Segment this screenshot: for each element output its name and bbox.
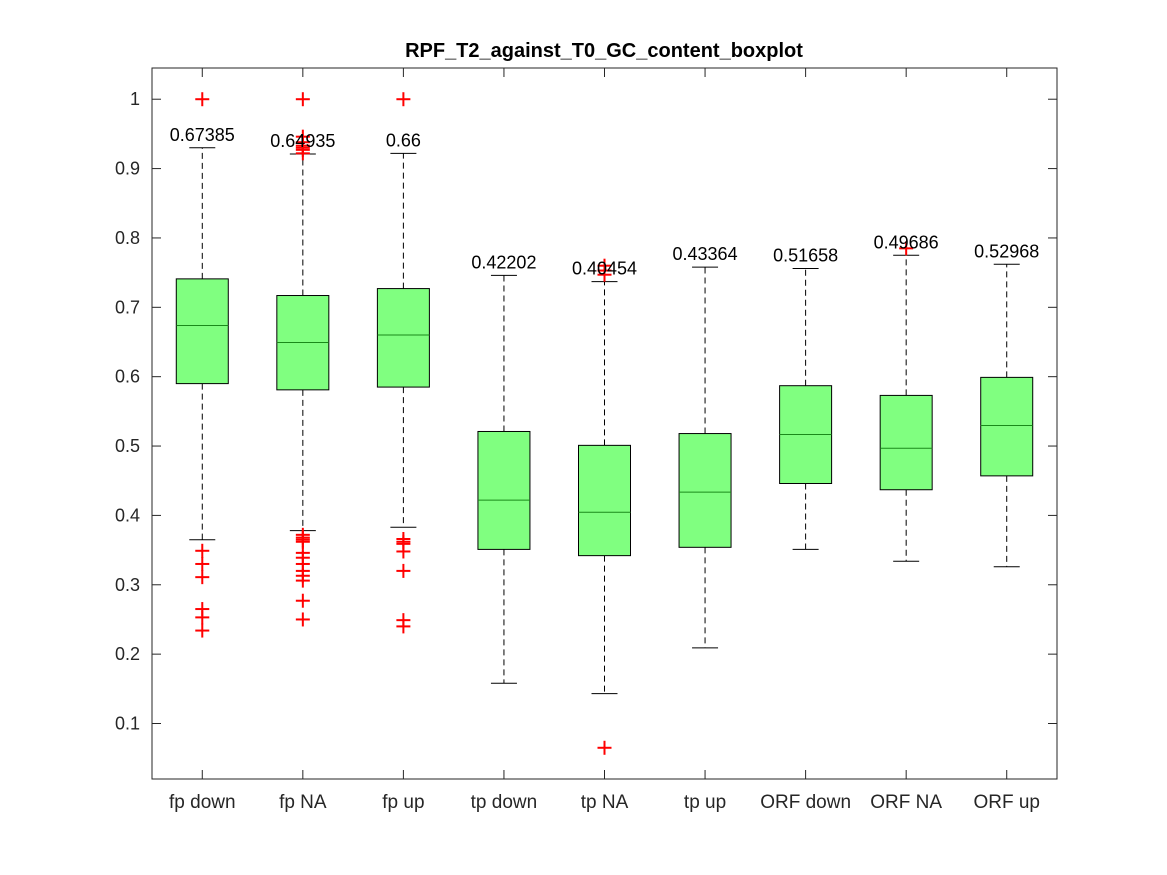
outlier-marker xyxy=(396,544,411,559)
y-tick-label: 0.9 xyxy=(115,159,140,179)
median-value-label: 0.51658 xyxy=(773,245,838,265)
median-value-label: 0.64935 xyxy=(270,131,335,151)
y-tick-label: 1 xyxy=(130,89,140,109)
median-value-label: 0.52968 xyxy=(974,241,1039,261)
x-tick-label: fp down xyxy=(169,792,236,813)
outlier-marker xyxy=(396,563,411,578)
y-tick-label: 0.8 xyxy=(115,228,140,248)
outlier-marker xyxy=(295,593,310,608)
box xyxy=(980,376,1034,477)
median-value-label: 0.40454 xyxy=(572,259,637,279)
outlier-marker xyxy=(597,740,612,755)
plot-area: 0.1 0.2 0.3 0.4 0.5 0.6 0.7 0.8 0.9 1 fp down fp NA… xyxy=(115,68,1057,813)
box xyxy=(879,394,933,491)
x-tick-label: ORF NA xyxy=(870,792,942,813)
y-tick-label: 0.4 xyxy=(115,505,140,525)
box xyxy=(376,288,430,388)
x-tick-label: tp up xyxy=(684,792,726,813)
box xyxy=(477,430,531,550)
x-tick-label: ORF down xyxy=(760,792,851,813)
outlier-marker xyxy=(195,92,210,107)
box xyxy=(578,444,631,557)
y-tick-label: 0.5 xyxy=(115,436,140,456)
outlier-marker xyxy=(195,623,210,638)
axes-frame xyxy=(151,67,1058,780)
outlier-marker xyxy=(396,92,411,107)
median-value-label: 0.42202 xyxy=(471,252,536,272)
y-tick-label: 0.6 xyxy=(115,367,140,387)
outlier-marker xyxy=(295,573,310,588)
outlier-marker xyxy=(195,570,210,585)
x-tick-label: ORF up xyxy=(973,792,1040,813)
outlier-marker xyxy=(195,610,210,625)
median-value-label: 0.67385 xyxy=(170,125,235,145)
box xyxy=(678,433,732,548)
outlier-marker xyxy=(295,612,310,627)
median-value-label: 0.66 xyxy=(386,130,421,150)
outlier-marker xyxy=(899,241,914,256)
x-tick-label: fp up xyxy=(382,792,424,813)
x-tick-label: tp down xyxy=(471,792,538,813)
y-tick-label: 0.2 xyxy=(115,644,140,664)
outlier-marker xyxy=(195,556,210,571)
x-tick-label: tp NA xyxy=(581,792,629,813)
outlier-marker xyxy=(597,267,612,282)
outlier-marker xyxy=(396,619,411,634)
outlier-marker xyxy=(295,146,310,161)
y-tick-label: 0.1 xyxy=(115,714,140,734)
outlier-marker xyxy=(295,92,310,107)
y-tick-label: 0.7 xyxy=(115,297,140,317)
median-value-label: 0.49686 xyxy=(874,232,939,252)
x-tick-label: fp NA xyxy=(279,792,327,813)
box xyxy=(175,278,229,385)
outlier-marker xyxy=(195,543,210,558)
chart-title: RPF_T2_against_T0_GC_content_boxplot xyxy=(405,40,803,62)
y-tick-label: 0.3 xyxy=(115,575,140,595)
median-value-label: 0.43364 xyxy=(673,244,738,264)
